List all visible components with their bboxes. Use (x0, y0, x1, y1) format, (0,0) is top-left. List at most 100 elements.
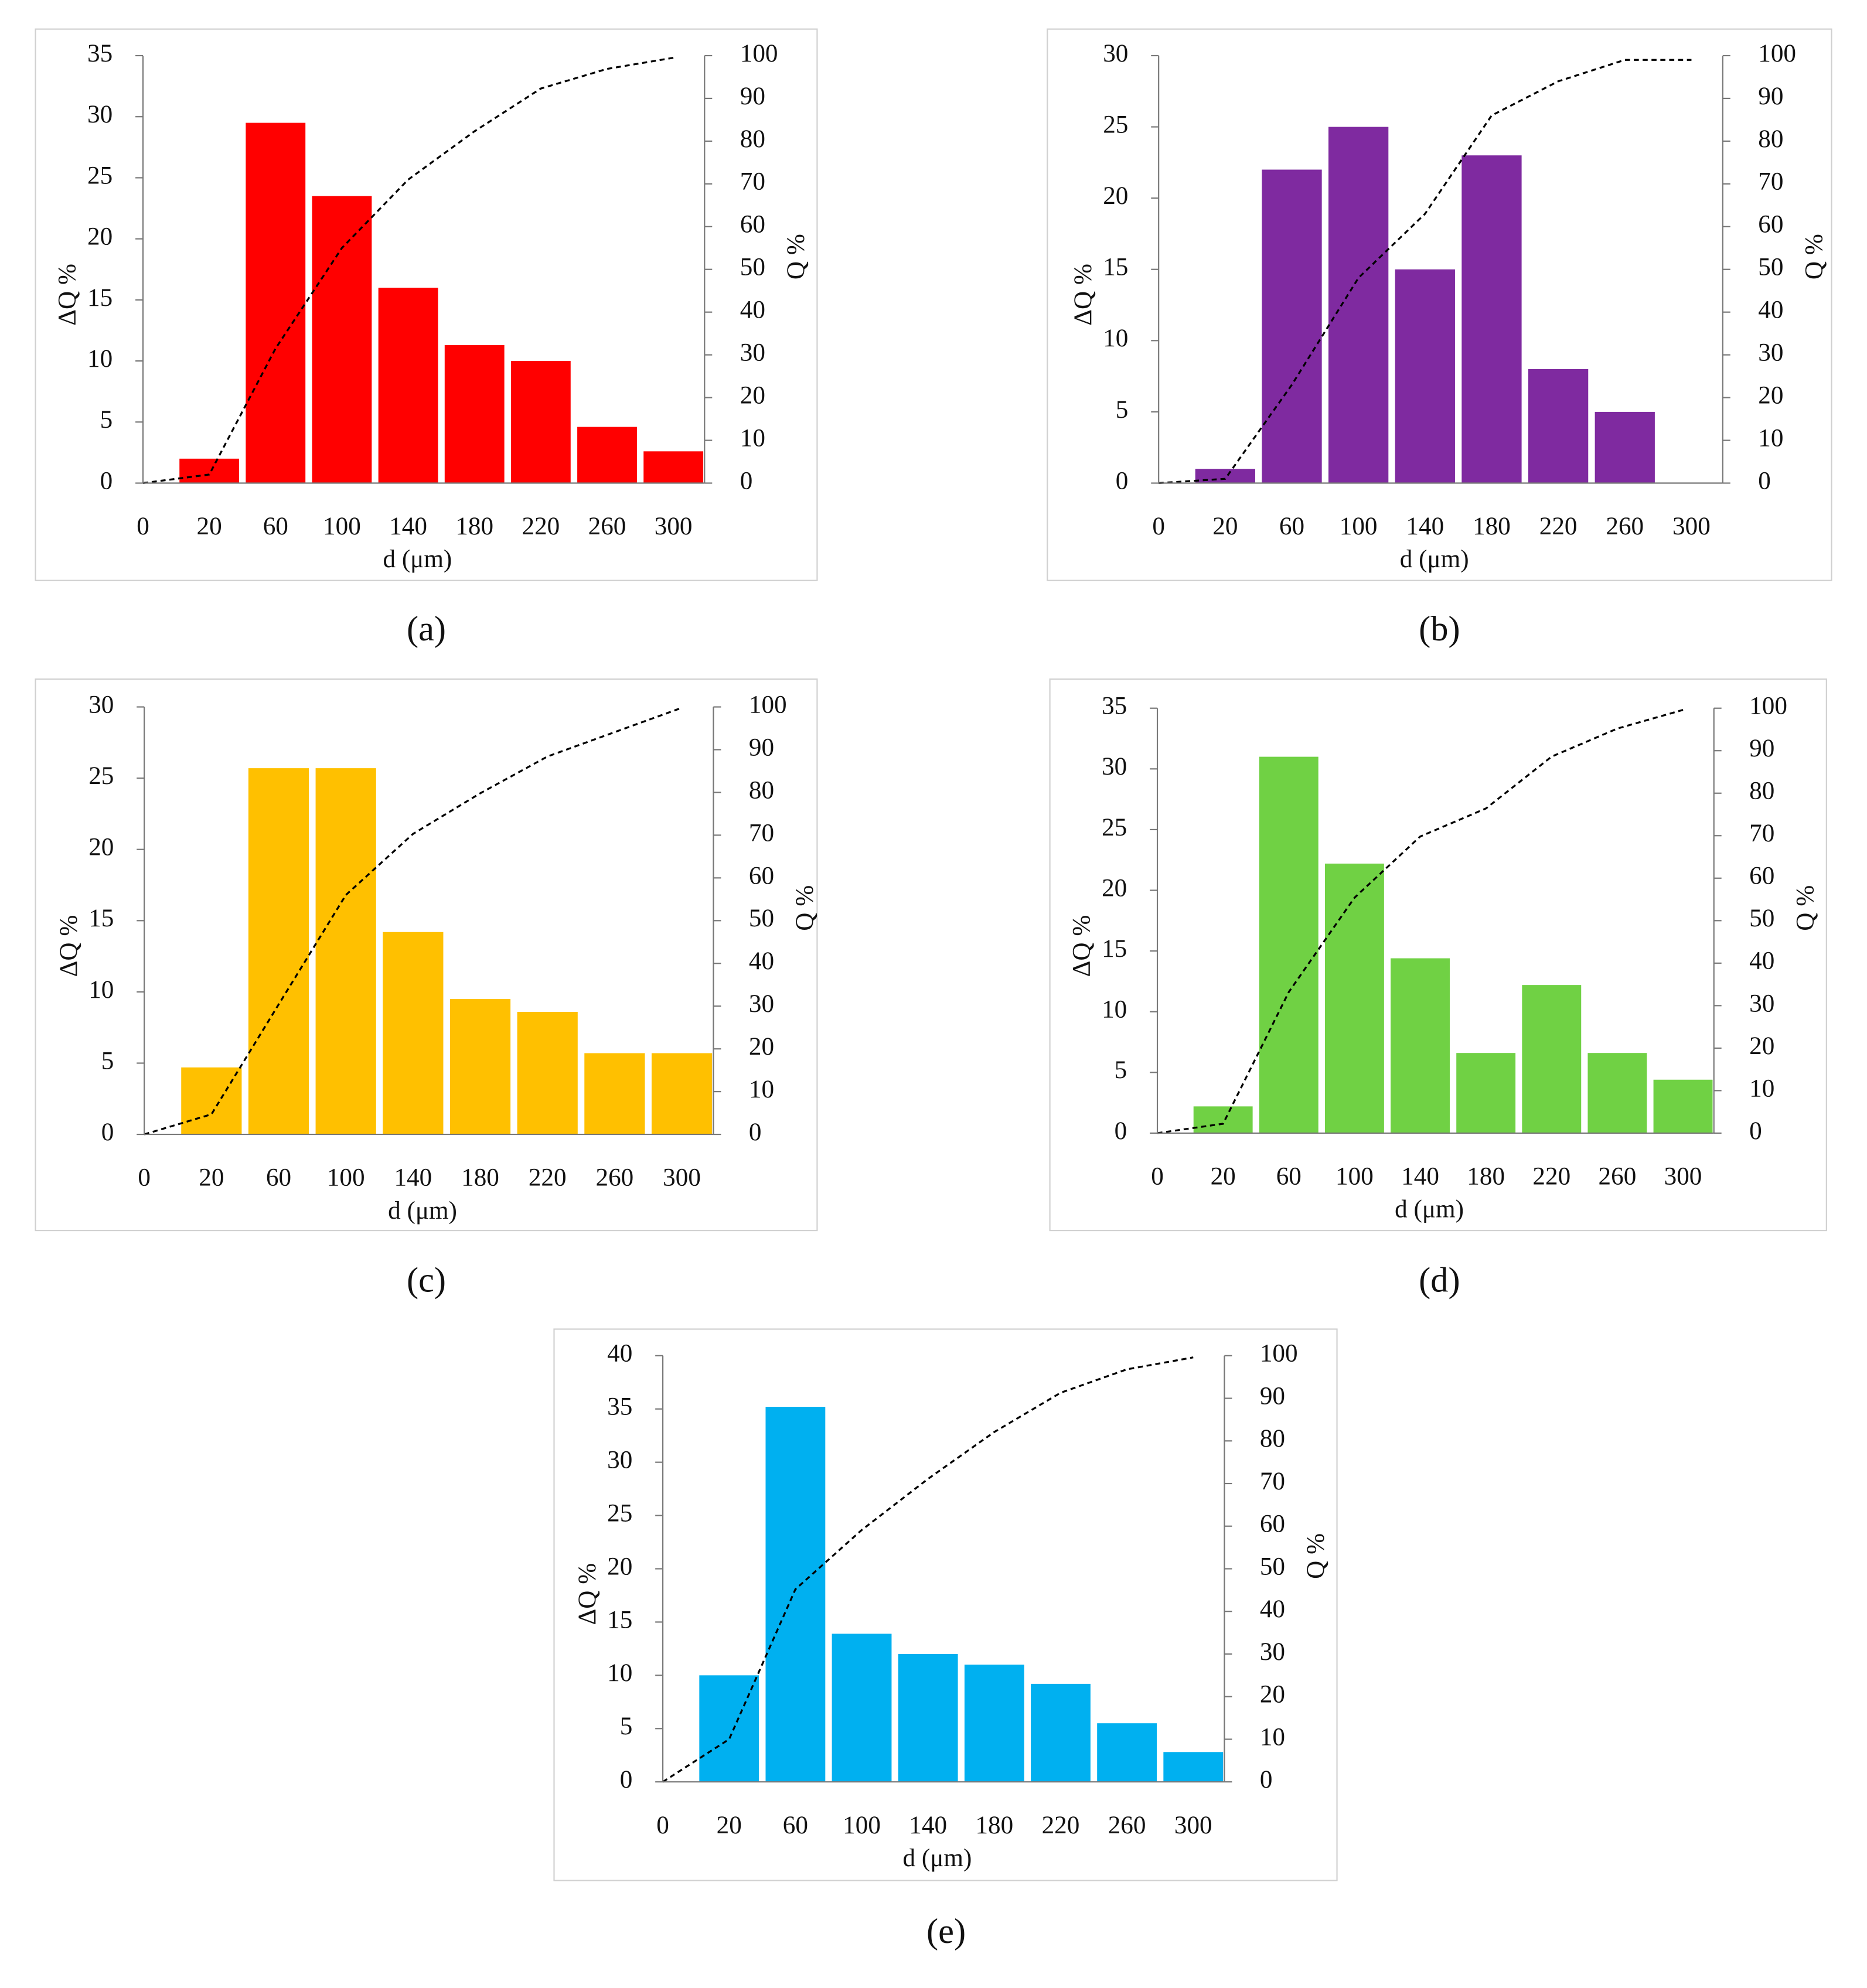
y2-tick-label: 20 (749, 1033, 774, 1061)
bar (651, 1053, 713, 1135)
bar (765, 1407, 826, 1782)
y2-tick-label: 40 (749, 947, 774, 975)
y-tick-label: 10 (607, 1659, 632, 1687)
y2-axis-title: Q % (782, 234, 810, 279)
panel-label: (d) (1419, 1261, 1460, 1300)
cumulative-line (144, 707, 683, 1135)
x-tick-label: 260 (1599, 1163, 1637, 1191)
y2-tick-label: 30 (740, 339, 765, 367)
bar (832, 1634, 892, 1782)
y-tick-label: 25 (607, 1499, 632, 1527)
y-tick-label: 5 (620, 1713, 633, 1740)
x-tick-label: 300 (655, 513, 693, 540)
bar (246, 122, 306, 483)
bar (1456, 1053, 1516, 1133)
y2-tick-label: 70 (740, 168, 765, 196)
y2-tick-label: 90 (1749, 735, 1774, 762)
y-tick-label: 20 (88, 834, 114, 861)
y2-tick-label: 100 (740, 40, 778, 67)
y-tick-label: 20 (607, 1553, 632, 1580)
x-tick-label: 260 (588, 513, 626, 540)
bar (577, 427, 637, 483)
y2-tick-label: 50 (740, 254, 765, 281)
x-tick-label: 300 (663, 1164, 701, 1192)
y-tick-label: 25 (87, 162, 113, 189)
y-tick-label: 20 (1103, 182, 1128, 210)
bar (315, 768, 376, 1135)
y2-axis-title: Q % (1302, 1533, 1330, 1579)
x-tick-label: 300 (1174, 1812, 1212, 1839)
panel-frame (35, 28, 818, 581)
x-tick-label: 0 (1152, 513, 1165, 540)
bar (1163, 1752, 1224, 1782)
bar (179, 458, 240, 483)
x-tick-label: 140 (394, 1164, 432, 1192)
y2-axis-title: Q % (791, 885, 819, 931)
y2-tick-label: 80 (740, 125, 765, 153)
y-axis-title: ΔQ % (55, 915, 83, 977)
y-tick-label: 30 (1103, 40, 1128, 67)
y-tick-label: 15 (607, 1606, 632, 1634)
y2-tick-label: 20 (740, 382, 765, 410)
x-tick-label: 60 (266, 1164, 291, 1192)
x-axis-title: d (μm) (1400, 545, 1469, 573)
y-tick-label: 0 (101, 1119, 114, 1146)
y-tick-label: 30 (88, 691, 114, 718)
y2-tick-label: 90 (740, 83, 765, 110)
x-tick-label: 220 (522, 513, 560, 540)
x-tick-label: 180 (455, 513, 493, 540)
x-tick-label: 220 (1539, 513, 1578, 540)
y2-tick-label: 60 (1749, 862, 1774, 890)
x-tick-label: 0 (138, 1164, 151, 1192)
y2-axis-title: Q % (1791, 885, 1819, 931)
y-tick-label: 10 (88, 976, 114, 1004)
bar (312, 196, 372, 483)
x-tick-label: 140 (1406, 513, 1444, 540)
x-tick-label: 260 (1108, 1812, 1146, 1839)
panel-label: (a) (407, 609, 446, 649)
y2-tick-label: 90 (1260, 1382, 1285, 1410)
y-tick-label: 40 (607, 1340, 632, 1368)
bar (383, 932, 444, 1135)
x-axis-title: d (μm) (1395, 1196, 1464, 1223)
x-tick-label: 60 (783, 1812, 808, 1839)
y2-tick-label: 70 (749, 819, 774, 847)
x-tick-label: 100 (327, 1164, 365, 1192)
x-tick-label: 140 (1401, 1163, 1439, 1191)
y2-tick-label: 90 (749, 734, 774, 761)
y2-tick-label: 70 (1260, 1468, 1285, 1495)
x-tick-label: 260 (1606, 513, 1644, 540)
y-tick-label: 0 (100, 467, 113, 495)
bar (1653, 1079, 1713, 1133)
y2-tick-label: 50 (1758, 254, 1783, 281)
x-tick-label: 100 (323, 513, 361, 540)
y-tick-label: 35 (87, 40, 113, 67)
cumulative-line (662, 1356, 1194, 1783)
y2-tick-label: 100 (749, 691, 787, 718)
y-tick-label: 15 (1102, 935, 1127, 963)
bar (1031, 1683, 1091, 1782)
y2-tick-label: 0 (740, 467, 753, 495)
x-tick-label: 20 (717, 1812, 742, 1839)
bar (1097, 1723, 1157, 1782)
y-tick-label: 0 (620, 1766, 633, 1793)
y2-tick-label: 40 (1749, 947, 1774, 975)
x-tick-label: 140 (389, 513, 427, 540)
y2-tick-label: 80 (1260, 1425, 1285, 1452)
bar (444, 345, 505, 483)
x-tick-label: 20 (1212, 513, 1238, 540)
y-tick-label: 20 (1102, 874, 1127, 902)
y-tick-label: 0 (1116, 467, 1129, 495)
bar (1595, 411, 1655, 483)
y2-tick-label: 70 (1758, 168, 1783, 196)
y2-tick-label: 30 (1749, 990, 1774, 1017)
cumulative-line (1157, 709, 1684, 1134)
x-tick-label: 220 (1532, 1163, 1570, 1191)
bar (1528, 369, 1589, 483)
panel-frame (1049, 678, 1827, 1232)
y-axis-title: ΔQ % (1068, 915, 1096, 977)
panel-frame (35, 678, 818, 1232)
y2-tick-label: 10 (1260, 1723, 1285, 1751)
y-tick-label: 5 (101, 1047, 114, 1075)
